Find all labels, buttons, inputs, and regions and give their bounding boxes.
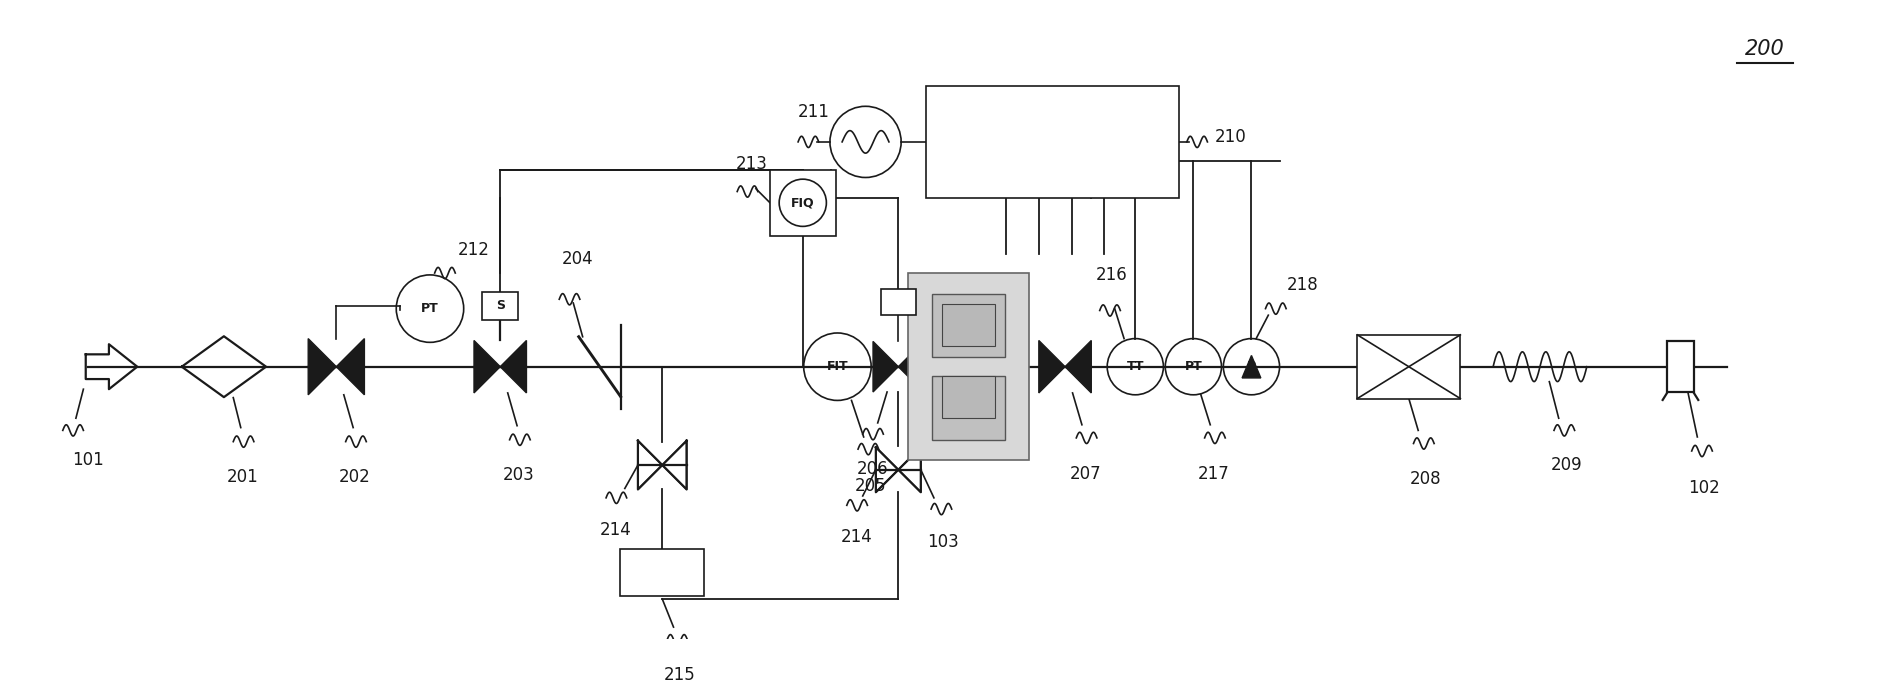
- Text: PT: PT: [1184, 360, 1201, 373]
- Text: 209: 209: [1550, 456, 1582, 474]
- Text: 206: 206: [857, 460, 889, 478]
- Polygon shape: [1241, 355, 1260, 378]
- Text: S: S: [496, 300, 504, 313]
- Text: 203: 203: [502, 466, 534, 484]
- Text: 204: 204: [563, 251, 593, 268]
- Bar: [620, 550, 705, 596]
- Bar: [1668, 341, 1694, 392]
- Text: 210: 210: [1215, 128, 1247, 146]
- Text: 213: 213: [735, 155, 767, 173]
- Bar: [483, 291, 517, 320]
- Text: 200: 200: [1745, 39, 1785, 59]
- Text: 208: 208: [1410, 470, 1442, 488]
- Text: 212: 212: [459, 241, 491, 259]
- Text: 101: 101: [72, 451, 104, 469]
- Polygon shape: [474, 340, 500, 393]
- Bar: [1357, 335, 1461, 398]
- Text: 202: 202: [339, 468, 371, 486]
- Polygon shape: [500, 340, 527, 393]
- Bar: [927, 86, 1179, 198]
- Text: PT: PT: [421, 302, 440, 315]
- Bar: [769, 170, 836, 236]
- Text: 103: 103: [927, 533, 959, 552]
- Text: 214: 214: [599, 521, 631, 539]
- Text: 102: 102: [1688, 479, 1721, 497]
- Text: TT: TT: [1126, 360, 1145, 373]
- Text: 214: 214: [839, 528, 872, 545]
- Polygon shape: [1038, 340, 1065, 393]
- Text: 217: 217: [1198, 465, 1230, 483]
- Text: FIT: FIT: [826, 360, 849, 373]
- Text: FIQ: FIQ: [790, 196, 815, 209]
- Text: 216: 216: [1095, 266, 1128, 284]
- Polygon shape: [335, 338, 364, 395]
- Bar: [942, 304, 995, 346]
- Bar: [942, 376, 995, 418]
- Text: 205: 205: [855, 477, 887, 495]
- Bar: [932, 294, 1004, 358]
- Bar: [932, 376, 1004, 440]
- Bar: [881, 289, 915, 315]
- Polygon shape: [874, 341, 898, 392]
- Text: 201: 201: [227, 468, 258, 486]
- Text: 218: 218: [1287, 276, 1319, 294]
- Text: 215: 215: [663, 667, 695, 681]
- Polygon shape: [309, 338, 335, 395]
- Bar: [908, 273, 1029, 460]
- Text: P: P: [1247, 360, 1256, 373]
- Text: 211: 211: [798, 104, 830, 121]
- Polygon shape: [898, 341, 923, 392]
- Polygon shape: [1065, 340, 1092, 393]
- Text: 207: 207: [1071, 465, 1101, 483]
